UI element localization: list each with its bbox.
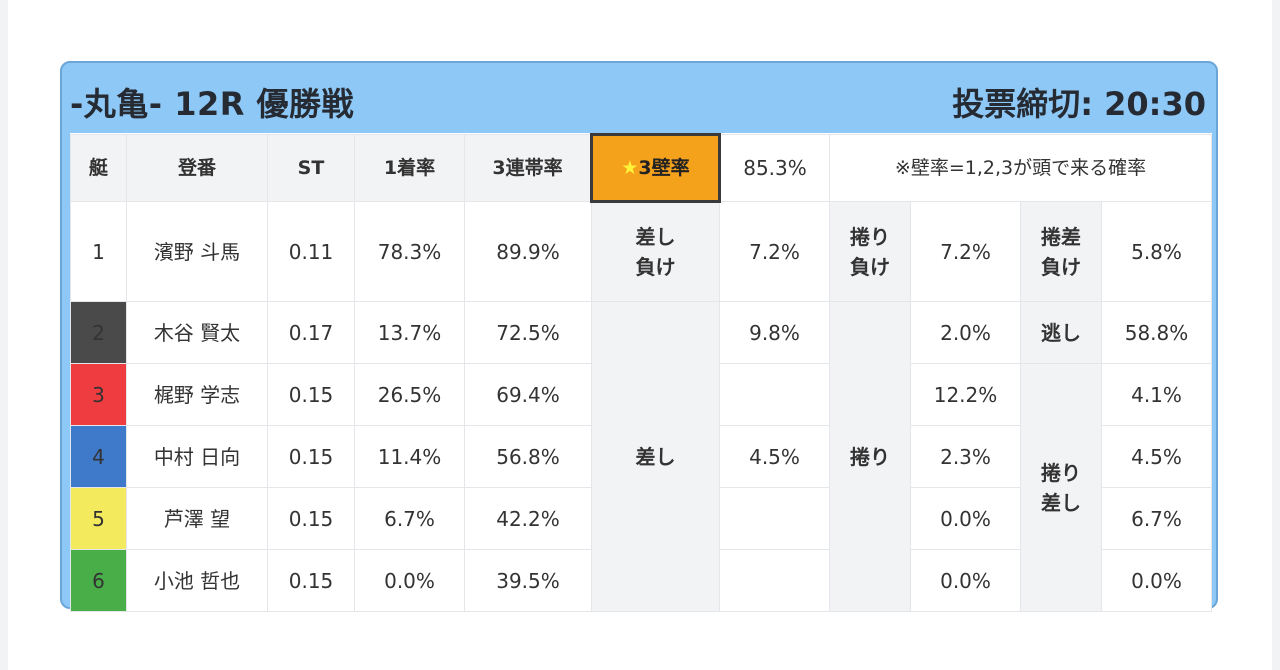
start-timing: 0.15 [267,425,355,488]
header-top3-rate: 3連帯率 [464,134,592,202]
header-win-rate: 1着率 [354,134,465,202]
table-row: 1 濱野 斗馬 0.11 78.3% 89.9% 差し 負け 7.2% 捲り 負… [70,201,1212,302]
top3-rate: 39.5% [464,549,592,612]
boat-number: 4 [70,425,127,488]
makusashi-make-value: 5.8% [1101,201,1212,302]
boat-number: 5 [70,487,127,550]
header-row: 艇 登番 ST 1着率 3連帯率 ★3壁率 85.3% ※壁率=1,2,3が頭で… [70,133,1212,203]
boat-number: 2 [70,301,127,364]
racer-name: 濱野 斗馬 [126,201,268,302]
label-makuri: 捲り [829,301,911,612]
table-row: 2 木谷 賢太 0.17 13.7% 72.5% 差し 9.8% 捲り 2.0%… [70,301,1212,612]
makuri-sashi-value: 4.1% [1101,363,1212,426]
win-rate: 0.0% [354,549,465,612]
boat-number: 3 [70,363,127,426]
nige-value: 58.8% [1101,301,1212,364]
table-row: 5 芦澤 望 0.15 6.7% 42.2% 0.0% 6.7% [70,487,1212,550]
racer-name: 小池 哲也 [126,549,268,612]
race-card: -丸亀- 12R 優勝戦 投票締切: 20:30 艇 登番 ST 1着率 3連帯… [60,61,1218,612]
top3-rate: 56.8% [464,425,592,488]
race-title: -丸亀- 12R 優勝戦 [70,85,355,123]
top3-rate: 69.4% [464,363,592,426]
start-timing: 0.15 [267,549,355,612]
header-wall-rate: ★3壁率 [590,133,721,203]
racer-name: 梶野 学志 [126,363,268,426]
sashi-make-value: 7.2% [719,201,830,302]
start-timing: 0.11 [267,201,355,302]
header-boat: 艇 [70,134,127,202]
makuri-sashi-value: 6.7% [1101,487,1212,550]
wall-rate-value: 85.3% [719,134,830,202]
racer-name: 中村 日向 [126,425,268,488]
top3-rate: 42.2% [464,487,592,550]
header-st: ST [267,134,355,202]
win-rate: 26.5% [354,363,465,426]
win-rate: 6.7% [354,487,465,550]
table-row: 3 梶野 学志 0.15 26.5% 69.4% 12.2% 捲り 差し 4.1… [70,363,1212,612]
win-rate: 11.4% [354,425,465,488]
wall-rate-label: 3壁率 [638,156,690,179]
makuri-sashi-value: 4.5% [1101,425,1212,488]
label-sashi-make: 差し 負け [591,201,720,302]
racer-name: 芦澤 望 [126,487,268,550]
sashi-value [719,549,830,612]
table-row: 6 小池 哲也 0.15 0.0% 39.5% 0.0% 0.0% [70,549,1212,612]
label-makusashi-make: 捲差 負け [1020,201,1102,302]
sashi-value: 9.8% [719,301,830,364]
win-rate: 13.7% [354,301,465,364]
header-racer: 登番 [126,134,268,202]
boat-number: 6 [70,549,127,612]
makuri-sashi-value: 0.0% [1101,549,1212,612]
sashi-value [719,487,830,550]
makuri-value: 0.0% [910,549,1021,612]
sashi-value [719,363,830,426]
label-makuri-make: 捲り 負け [829,201,911,302]
makuri-value: 2.3% [910,425,1021,488]
racer-name: 木谷 賢太 [126,301,268,364]
makuri-value: 12.2% [910,363,1021,426]
start-timing: 0.15 [267,363,355,426]
start-timing: 0.17 [267,301,355,364]
wall-rate-note: ※壁率=1,2,3が頭で来る確率 [829,134,1212,202]
left-margin-strip [0,0,8,670]
label-nige: 逃し [1020,301,1102,364]
right-margin-strip [1272,0,1280,670]
label-makuri-sashi: 捲り 差し [1020,363,1102,612]
boat-number: 1 [70,201,127,302]
start-timing: 0.15 [267,487,355,550]
makuri-value: 2.0% [910,301,1021,364]
top3-rate: 72.5% [464,301,592,364]
makuri-make-value: 7.2% [910,201,1021,302]
win-rate: 78.3% [354,201,465,302]
deadline-label: 投票締切: 20:30 [952,85,1206,123]
makuri-value: 0.0% [910,487,1021,550]
top3-rate: 89.9% [464,201,592,302]
sashi-value: 4.5% [719,425,830,488]
race-stats-table: 艇 登番 ST 1着率 3連帯率 ★3壁率 85.3% ※壁率=1,2,3が頭で… [70,133,1212,612]
label-sashi: 差し [591,301,720,612]
star-icon: ★ [621,156,639,179]
